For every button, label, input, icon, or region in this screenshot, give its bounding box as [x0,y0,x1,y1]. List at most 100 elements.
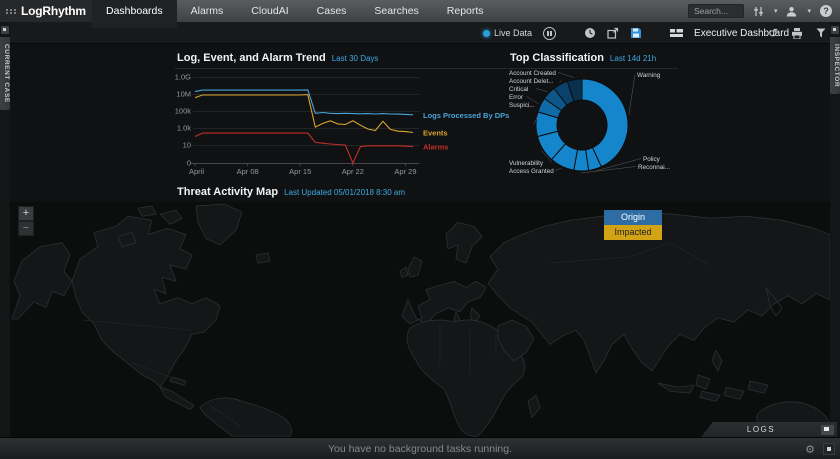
tab-dashboards[interactable]: Dashboards [92,0,177,26]
map-uk [407,256,423,278]
svg-text:10M: 10M [176,90,191,99]
tab-searches[interactable]: Searches [374,5,419,17]
map-africa [406,319,526,437]
map-europe [401,280,487,325]
map-alaska [11,242,73,320]
threat-activity-map[interactable]: + − Origin Impacted [10,202,830,437]
trend-panel: Log, Event, and Alarm Trend Last 30 Days… [175,50,510,181]
logs-drawer-tab[interactable]: LOGS [701,422,837,437]
user-caret-icon[interactable]: ▾ [807,8,811,15]
tab-reports[interactable]: Reports [446,5,484,17]
svg-text:0: 0 [187,159,191,168]
status-bar: You have no background tasks running. ⚙ [0,437,840,459]
dashboard-toolbar: Live Data Executive Dashboard ↺ [0,22,840,44]
svg-text:Alarms: Alarms [423,143,448,152]
left-rail: CURRENT CASE [0,22,10,437]
map-middle-east [497,319,535,362]
tab-alarms[interactable]: Alarms [190,5,224,17]
classification-panel: Top Classification Last 14d 21h Warning P… [508,50,678,177]
svg-text:April: April [189,167,204,176]
svg-text:Account Delet...: Account Delet... [509,78,554,85]
live-data-toggle[interactable]: Live Data [483,28,532,38]
user-icon[interactable] [786,6,797,17]
svg-text:Vulnerability: Vulnerability [509,160,544,167]
settings-caret-icon[interactable]: ▾ [773,8,778,15]
svg-text:Error: Error [509,94,523,101]
world-map[interactable] [10,202,830,437]
undo-icon[interactable]: ↺ [767,26,778,40]
search-input[interactable] [687,4,744,18]
tab-cases[interactable]: Cases [316,5,347,17]
map-scandinavia [445,221,483,264]
svg-text:Access Granted: Access Granted [509,168,554,175]
map-greenland [195,203,243,246]
classification-title: Top Classification [510,52,604,64]
map-panel-header: Threat Activity Map Last Updated 05/01/2… [175,184,507,203]
top-bar: LogRhythm Dashboards Alarms CloudAI Case… [0,0,840,26]
svg-text:100k: 100k [175,107,192,116]
svg-text:10: 10 [183,141,191,150]
dashboard-name[interactable]: Executive Dashboard [694,27,790,39]
svg-text:Account Created: Account Created [509,70,556,77]
logrhythm-logo: LogRhythm [0,0,92,22]
map-japan [765,287,783,317]
trend-subtitle: Last 30 Days [331,54,379,63]
map-subtitle: Last Updated 05/01/2018 8:30 am [284,188,406,197]
map-title: Threat Activity Map [177,186,279,198]
right-rail: INSPECTOR [830,22,840,437]
svg-text:Reconnai...: Reconnai... [638,164,670,171]
svg-text:Critical: Critical [509,86,528,93]
pause-icon[interactable] [543,26,557,40]
map-north-america [71,215,221,388]
svg-text:Apr 29: Apr 29 [394,167,416,176]
settings-sliders-icon[interactable] [753,6,764,17]
svg-text:Events: Events [423,129,448,138]
topbar-right-controls: ▾ ▾ ? [687,0,840,22]
svg-text:Apr 08: Apr 08 [237,167,259,176]
tab-cloudai[interactable]: CloudAI [251,5,289,17]
svg-text:Suspici...: Suspici... [509,102,535,109]
map-zoom-controls: + − [18,206,34,236]
expand-left-panel-icon[interactable] [1,26,9,34]
save-icon[interactable] [630,27,642,39]
expand-right-panel-icon[interactable] [831,26,839,34]
svg-text:1.0G: 1.0G [175,73,191,82]
svg-text:Apr 15: Apr 15 [289,167,311,176]
main-nav-tabs: Dashboards Alarms CloudAI Cases Searches… [92,0,498,26]
svg-text:Logs Processed By DPs: Logs Processed By DPs [423,111,509,120]
logs-label: LOGS [746,425,776,434]
filter-icon[interactable] [816,28,826,38]
statusbar-panel-icon[interactable] [823,443,835,455]
logo-dots-icon [6,8,17,14]
svg-text:1.0k: 1.0k [177,124,191,133]
map-south-america [199,397,292,437]
help-icon[interactable]: ? [820,5,832,17]
live-data-radio-icon[interactable] [483,29,490,37]
svg-text:Apr 22: Apr 22 [342,167,364,176]
classification-subtitle: Last 14d 21h [609,54,657,63]
logs-panel-icon[interactable] [821,424,834,435]
status-message: You have no background tasks running. [327,442,513,455]
zoom-in-button[interactable]: + [18,206,34,221]
impacted-legend-button[interactable]: Impacted [604,225,662,240]
clock-icon[interactable] [584,27,596,39]
svg-text:Policy: Policy [643,156,661,163]
origin-legend-button[interactable]: Origin [604,210,662,225]
dashboard-grid-icon[interactable] [670,28,684,38]
map-legend: Origin Impacted [604,210,662,240]
gear-icon[interactable]: ⚙ [805,443,815,456]
zoom-out-button[interactable]: − [18,221,34,236]
map-central-america [159,386,195,410]
map-madagascar [527,394,541,419]
trend-title: Log, Event, and Alarm Trend [177,52,326,64]
print-icon[interactable] [791,27,803,39]
logo-text: LogRhythm [21,4,86,18]
dashboard-content: Log, Event, and Alarm Trend Last 30 Days… [10,44,830,437]
live-data-label: Live Data [494,28,533,38]
svg-text:Warning: Warning [637,72,661,79]
popout-icon[interactable] [607,27,619,39]
current-case-tab[interactable]: CURRENT CASE [0,37,10,110]
inspector-tab[interactable]: INSPECTOR [830,37,840,95]
